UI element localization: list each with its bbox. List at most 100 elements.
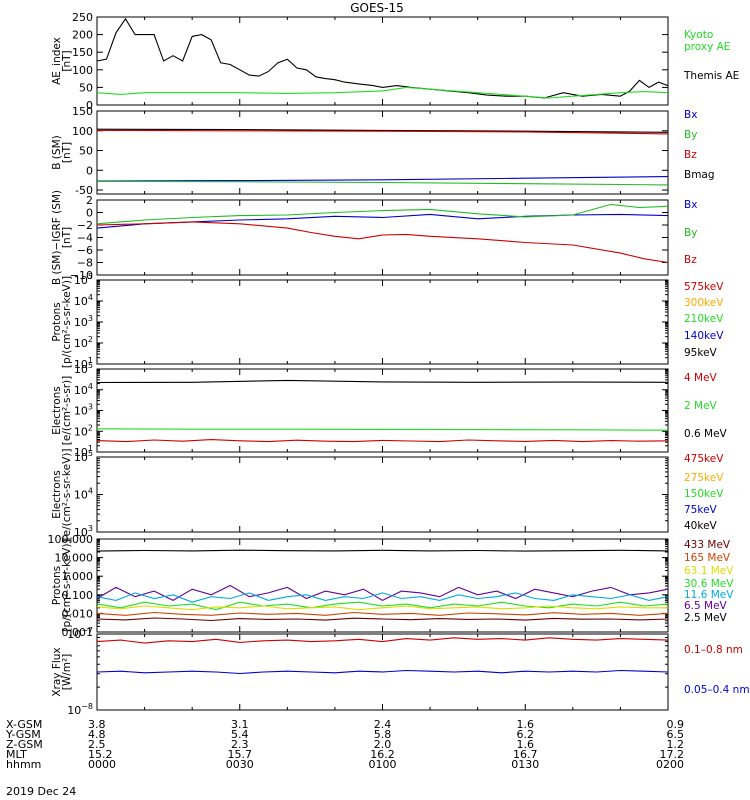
ephemeris-value: 1.6 — [517, 738, 535, 751]
legend-entry: Bx — [684, 199, 697, 211]
legend-entry: 6.5 MeV — [684, 600, 728, 612]
y-tick-label: −6 — [77, 244, 93, 257]
legend-entry: 150keV — [684, 488, 724, 500]
series-line-bz — [96, 129, 669, 135]
y-tick-base: 10 — [74, 446, 88, 459]
y-tick-label: 100 — [72, 64, 93, 77]
y-tick-label: 0.100 — [62, 589, 94, 602]
y-tick-base: 10 — [74, 384, 88, 397]
ephemeris-value: 3.8 — [88, 718, 106, 731]
y-tick-base: 10 — [74, 451, 88, 464]
y-tick-exponent: 4 — [88, 293, 93, 302]
ephemeris-value: 15.7 — [228, 748, 253, 761]
y-tick-base: 10 — [74, 526, 88, 539]
y-axis-label: [p/(cm²-s-sr-keV)] — [61, 276, 73, 368]
y-tick-label: 0.010 — [62, 607, 94, 620]
series-line-0-6-mev — [96, 379, 669, 384]
ephemeris-value: 0100 — [369, 758, 397, 771]
y-tick-exponent: −8 — [81, 702, 93, 711]
y-tick-label: 104 — [74, 293, 93, 308]
series-line-bx — [96, 176, 669, 182]
y-axis-label: [p/(cm²-s-sr-keV)] — [61, 539, 73, 631]
ephemeris-value: 5.4 — [231, 728, 249, 741]
y-tick-exponent: 5 — [88, 449, 93, 458]
ephemeris-value: 3.1 — [231, 718, 249, 731]
series-line-themis-ae — [96, 17, 669, 99]
legend-entry: 433 MeV — [684, 539, 731, 551]
y-tick-label: 10.000 — [55, 552, 94, 565]
y-tick-base: 10 — [74, 295, 88, 308]
ephemeris-value: 1.2 — [667, 738, 685, 751]
ephemeris-value: 2.5 — [88, 738, 106, 751]
series-line-433-mev — [96, 617, 669, 622]
y-tick-label: 103 — [74, 524, 93, 539]
legend-entry: Bx — [684, 109, 697, 121]
y-tick-label: 105 — [74, 361, 93, 376]
series-line-0-1-0-8-nm — [96, 637, 669, 644]
y-axis-label: [nT] — [61, 142, 73, 163]
ephemeris-row-label: Z-GSM — [6, 738, 43, 751]
panel-protons_low: 101102103104105Protons[p/(cm²-s-sr-keV)]… — [51, 272, 724, 371]
series-line-2-mev — [96, 428, 669, 431]
legend-entry: 475keV — [684, 453, 724, 465]
legend-entry: 2.5 MeV — [684, 612, 728, 624]
legend-entry: Kyoto — [684, 29, 713, 41]
ephemeris-value: 4.8 — [88, 728, 106, 741]
ephemeris-value: 0.9 — [667, 718, 685, 731]
y-tick-base: 10 — [74, 337, 88, 350]
legend-entry: Bz — [684, 149, 697, 161]
y-tick-label: 102 — [74, 335, 93, 350]
y-tick-label: 50 — [79, 81, 93, 94]
y-tick-base: 10 — [74, 405, 88, 418]
y-tick-exponent: 1 — [88, 444, 93, 453]
y-tick-base: 10 — [74, 425, 88, 438]
y-axis-label: AE_index — [51, 37, 63, 85]
legend-entry: 75keV — [684, 504, 718, 516]
ephemeris-value: 2.4 — [374, 718, 392, 731]
y-tick-label: 200 — [72, 29, 93, 42]
footer-date: 2019 Dec 24 — [6, 785, 76, 798]
legend-entry: 575keV — [684, 281, 724, 293]
ephemeris-value: 1.6 — [517, 718, 535, 731]
y-tick-label: 100.000 — [48, 533, 94, 546]
y-tick-label: 102 — [74, 423, 93, 438]
y-tick-label: 103 — [74, 314, 93, 329]
series-line-30-6-mev — [96, 601, 669, 611]
panel-frame — [96, 538, 669, 633]
y-tick-base: 10 — [74, 489, 88, 502]
y-tick-base: 10 — [74, 358, 88, 371]
ephemeris-value: 0000 — [88, 758, 116, 771]
y-tick-label: 50 — [79, 145, 93, 158]
ephemeris-value: 2.3 — [231, 738, 249, 751]
y-tick-exponent: 3 — [88, 524, 93, 533]
y-tick-label: -50 — [75, 184, 93, 197]
y-axis-label: [e/(cm²-s-sr)] — [61, 376, 73, 445]
legend-entry: 210keV — [684, 313, 724, 325]
panel-frame — [96, 199, 669, 276]
legend-entry: proxy AE — [684, 41, 730, 53]
y-axis-label: Electrons — [51, 470, 63, 519]
y-tick-label: 10−8 — [67, 702, 93, 717]
series-line-2-5-mev — [96, 549, 669, 552]
y-tick-label: 104 — [74, 382, 93, 397]
y-tick-label: 0 — [86, 164, 93, 177]
legend-entry: By — [684, 227, 697, 239]
series-line-bz — [96, 221, 669, 264]
y-tick-exponent: 4 — [88, 382, 93, 391]
y-tick-label: −4 — [77, 232, 93, 245]
y-axis-label: B (SM) — [51, 135, 63, 169]
panel-bdiff: −10−8−6−4−202 B (SM)−IGRF (SM)[nT] Bx By Bz — [51, 190, 697, 285]
ephemeris-value: 0030 — [226, 758, 254, 771]
y-tick-base: 10 — [67, 628, 81, 641]
y-tick-label: −8 — [77, 257, 93, 270]
y-axis-label: Electrons — [51, 386, 63, 435]
legend-entry: Bz — [684, 254, 697, 266]
legend-entry: 300keV — [684, 297, 724, 309]
y-tick-base: 10 — [74, 363, 88, 376]
series-line-165-mev — [96, 611, 669, 616]
